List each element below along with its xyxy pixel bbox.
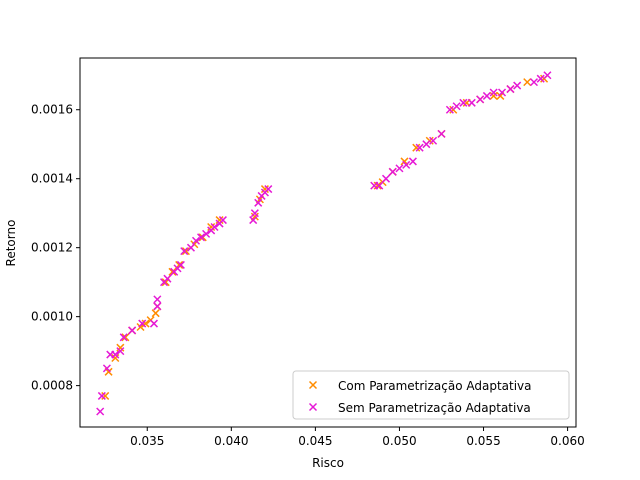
data-point-series-1 [176,260,185,269]
legend: Com Parametrização Adaptativa Sem Parame… [292,370,570,420]
data-marks [96,71,552,416]
data-point-series-1 [445,105,454,114]
data-point-series-1 [506,85,515,94]
legend-label-com: Com Parametrização Adaptativa [338,379,532,393]
data-point-series-1 [452,102,461,111]
data-point-series-0 [215,216,224,225]
data-point-series-1 [536,74,545,83]
data-point-series-1 [437,129,446,138]
data-point-series-1 [543,71,552,80]
x-tick-label: 0.060 [550,434,584,448]
data-point-series-1 [250,209,259,218]
y-axis-label: Retorno [4,220,18,267]
data-point-series-1 [153,295,162,304]
data-point-series-0 [523,78,532,87]
data-point-series-1 [119,333,128,342]
x-axis-label: Risco [312,456,344,470]
x-axis-ticks: 0.035 0.040 0.045 0.050 0.055 0.060 [130,427,585,448]
data-point-series-0 [181,247,190,256]
data-point-series-1 [128,326,137,335]
data-point-series-1 [415,143,424,152]
data-point-series-1 [489,88,498,97]
legend-label-sem: Sem Parametrização Adaptativa [338,401,531,415]
legend-box [292,370,570,420]
data-point-series-1 [202,229,211,238]
data-point-series-1 [197,233,206,242]
data-point-series-1 [381,174,391,183]
data-point-series-1 [482,91,491,100]
data-point-series-1 [180,247,189,256]
data-point-series-1 [138,319,147,328]
data-point-series-1 [388,167,397,176]
data-point-series-1 [149,319,159,328]
y-axis-ticks: 0.0008 0.0010 0.0012 0.0014 0.0016 [31,103,80,393]
legend-marker-com [308,380,318,390]
data-point-series-1 [97,391,106,400]
legend-marker-sem [308,402,318,412]
data-point-series-1 [529,78,538,87]
data-point-series-0 [141,319,150,328]
data-point-series-1 [402,160,411,169]
data-point-series-0 [121,333,130,342]
data-point-series-0 [373,181,382,190]
data-point-series-0 [168,267,177,276]
data-point-series-1 [96,407,105,416]
y-tick-label: 0.0014 [31,172,73,186]
y-tick-label: 0.0008 [31,379,73,393]
data-point-series-0 [207,222,216,232]
legend-x-marker [308,402,318,412]
data-point-series-0 [151,309,160,318]
x-tick-label: 0.045 [298,434,332,448]
data-point-series-1 [476,95,485,104]
data-point-series-1 [422,140,431,149]
data-point-series-1 [408,157,417,166]
data-point-series-1 [218,216,227,225]
data-point-series-1 [264,185,273,194]
data-point-series-1 [163,274,172,283]
data-point-series-0 [116,343,125,352]
data-point-series-0 [489,91,498,100]
data-point-series-1 [186,243,195,252]
y-tick-label: 0.0012 [31,241,73,255]
data-point-series-1 [210,222,219,232]
data-point-series-1 [395,164,404,173]
data-point-series-1 [459,98,468,107]
data-point-series-1 [254,198,263,207]
y-tick-label: 0.0010 [31,310,73,324]
x-tick-label: 0.050 [382,434,416,448]
plot-area [80,58,576,427]
data-point-series-1 [429,136,438,145]
data-point-series-1 [467,98,476,107]
x-tick-label: 0.035 [130,434,164,448]
x-tick-label: 0.055 [466,434,500,448]
data-point-series-1 [249,216,258,225]
y-tick-label: 0.0016 [31,103,73,117]
data-point-series-1 [513,81,522,90]
data-point-series-1 [375,181,384,190]
data-point-series-0 [101,391,110,400]
x-tick-label: 0.040 [214,434,248,448]
legend-x-marker [308,380,318,390]
data-point-series-1 [191,236,201,245]
data-point-series-1 [102,364,111,373]
plot-frame [79,57,577,428]
data-point-series-1 [153,302,162,311]
data-point-series-0 [111,353,120,363]
data-point-series-1 [116,347,125,356]
data-point-series-0 [412,143,421,152]
data-point-series-1 [497,88,507,97]
data-point-series-1 [111,350,120,359]
data-point-series-0 [260,185,269,194]
